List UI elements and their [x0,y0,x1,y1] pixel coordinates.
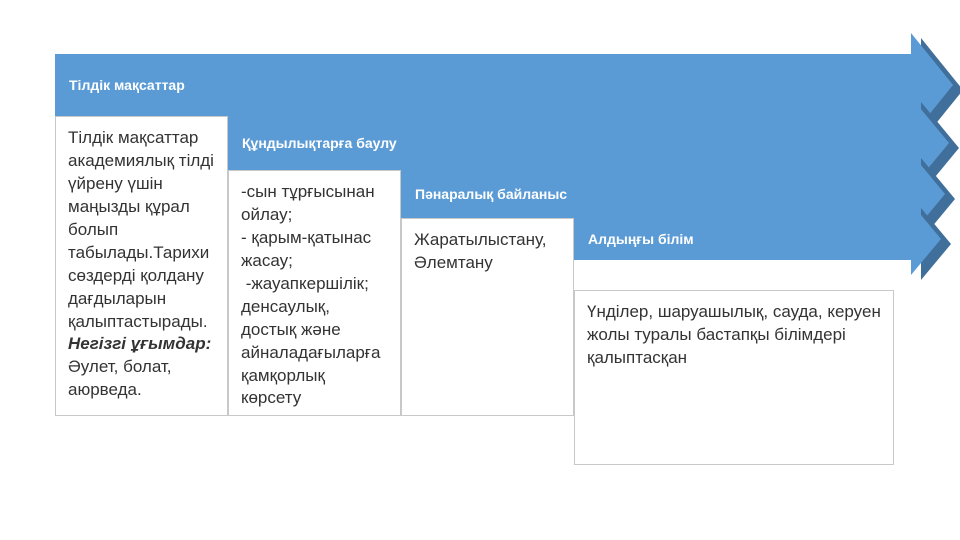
step3-header-label: Пәнаралық байланыс [415,186,567,202]
step1-header-label: Тілдік мақсаттар [69,77,185,93]
step2-header-bar: Құндылықтарға баулу [228,116,911,170]
step3-header-bar: Пәнаралық байланыс [401,170,911,218]
step4-header-bar: Алдыңғы білім [574,218,911,260]
step1-content-box: Тілдік мақсаттар академиялық тілді үйрен… [55,116,228,416]
step4-arrow-head [911,203,941,275]
step3-content-box: Жаратылыстану, Әлемтану [401,218,574,416]
step1-header-bar: Тілдік мақсаттар [55,54,911,116]
step2-header-label: Құндылықтарға баулу [242,135,397,151]
step4-header-label: Алдыңғы білім [588,231,694,247]
step4-content-box: Үнділер, шаруашылық, сауда, керуен жолы … [574,290,894,465]
step2-content-box: -сын тұрғысынан ойлау;- қарым-қатынас жа… [228,170,401,416]
cascade-arrow-diagram: Тілдік мақсаттар Тілдік мақсаттар академи… [0,0,960,540]
